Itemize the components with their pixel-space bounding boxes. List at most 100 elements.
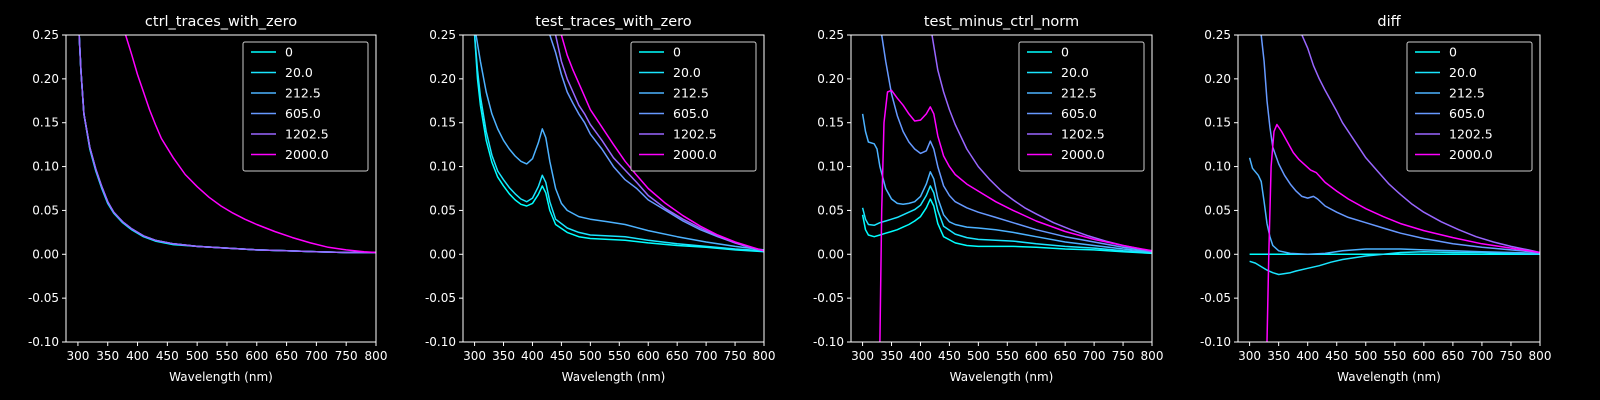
x-tick-label: 750 bbox=[1112, 349, 1135, 363]
panel-3: 300 350 400 450 500 550 600 650 700 750 800 -0.10 -0… bbox=[813, 14, 1164, 384]
y-tick-label: 0.25 bbox=[817, 28, 844, 42]
legend-box bbox=[630, 41, 757, 172]
legend-label: 20.0 bbox=[1449, 65, 1477, 80]
y-tick-label: 0.20 bbox=[429, 72, 456, 86]
x-tick-label: 400 bbox=[909, 349, 932, 363]
x-tick-label: 300 bbox=[66, 349, 89, 363]
x-tick-label: 350 bbox=[880, 349, 903, 363]
y-tick-label: -0.10 bbox=[1200, 335, 1231, 349]
y-tick-label: 0.25 bbox=[32, 28, 59, 42]
y-tick-label: 0.15 bbox=[817, 116, 844, 130]
panel-title: test_traces_with_zero bbox=[535, 14, 692, 30]
legend-label: 212.5 bbox=[1061, 86, 1097, 101]
legend-label: 1202.5 bbox=[673, 127, 717, 142]
series-line-0 bbox=[473, 35, 764, 253]
y-tick-label: 0.10 bbox=[817, 160, 844, 174]
y-tick-label: 0.00 bbox=[817, 247, 844, 261]
x-tick-label: 550 bbox=[216, 349, 239, 363]
x-tick-label: 400 bbox=[1296, 349, 1319, 363]
x-tick-label: 800 bbox=[365, 349, 388, 363]
legend-box bbox=[242, 41, 369, 172]
series-line-2000.0 bbox=[879, 89, 1152, 342]
x-tick-label: 800 bbox=[1141, 349, 1164, 363]
x-tick-label: 350 bbox=[96, 349, 119, 363]
series-line-1202.5 bbox=[1301, 35, 1540, 254]
legend: 0 20.0 212.5 605.0 1202.5 2000.0 bbox=[1406, 41, 1533, 172]
legend-label: 212.5 bbox=[1449, 86, 1485, 101]
legend-label: 2000.0 bbox=[1449, 147, 1493, 162]
x-axis-label: Wavelength (nm) bbox=[950, 370, 1054, 384]
y-tick-label: 0.05 bbox=[32, 203, 59, 217]
x-tick-label: 400 bbox=[521, 349, 544, 363]
series-line-20.0 bbox=[1249, 250, 1540, 276]
x-tick-label: 700 bbox=[695, 349, 718, 363]
x-tick-label: 700 bbox=[1470, 349, 1493, 363]
y-tick-label: 0.20 bbox=[32, 72, 59, 86]
x-tick-label: 500 bbox=[967, 349, 990, 363]
series-line-1202.5 bbox=[554, 35, 764, 252]
x-tick-label: 650 bbox=[666, 349, 689, 363]
series-line-212.5 bbox=[475, 35, 764, 251]
series-line-20.0 bbox=[473, 35, 764, 252]
y-tick-label: -0.05 bbox=[1200, 291, 1231, 305]
series-group bbox=[1248, 35, 1540, 342]
legend-box bbox=[1018, 41, 1145, 172]
y-tick-label: 0.15 bbox=[429, 116, 456, 130]
x-tick-label: 600 bbox=[637, 349, 660, 363]
y-tick-label: -0.10 bbox=[425, 335, 456, 349]
y-tick-label: 0.20 bbox=[817, 72, 844, 86]
x-tick-label: 750 bbox=[724, 349, 747, 363]
y-tick-label: -0.10 bbox=[28, 335, 59, 349]
y-tick-label: 0.25 bbox=[1204, 28, 1231, 42]
panel-2: 300 350 400 450 500 550 600 650 700 750 800 -0.10 -0… bbox=[425, 14, 776, 384]
legend-label: 0 bbox=[285, 45, 293, 60]
legend-box bbox=[1406, 41, 1533, 172]
x-tick-label: 650 bbox=[1054, 349, 1077, 363]
x-tick-label: 450 bbox=[938, 349, 961, 363]
legend-label: 20.0 bbox=[673, 65, 701, 80]
x-tick-label: 350 bbox=[1267, 349, 1290, 363]
x-tick-label: 750 bbox=[335, 349, 358, 363]
x-axis-label: Wavelength (nm) bbox=[562, 370, 666, 384]
y-tick-label: 0.20 bbox=[1204, 72, 1231, 86]
x-tick-label: 700 bbox=[305, 349, 328, 363]
y-tick-label: 0.10 bbox=[429, 160, 456, 174]
legend-label: 2000.0 bbox=[285, 147, 329, 162]
y-tick-label: 0.15 bbox=[32, 116, 59, 130]
x-tick-label: 500 bbox=[579, 349, 602, 363]
legend-label: 605.0 bbox=[1449, 106, 1485, 121]
y-tick-label: 0.05 bbox=[1204, 203, 1231, 217]
y-tick-label: 0.05 bbox=[429, 203, 456, 217]
legend-label: 2000.0 bbox=[1061, 147, 1105, 162]
series-line-2000.0 bbox=[124, 35, 376, 254]
series-line-605.0 bbox=[549, 35, 764, 252]
plot-frame bbox=[1237, 34, 1541, 343]
legend-label: 605.0 bbox=[285, 106, 321, 121]
legend-label: 605.0 bbox=[1061, 106, 1097, 121]
x-axis-label: Wavelength (nm) bbox=[169, 370, 273, 384]
y-tick-label: -0.05 bbox=[813, 291, 844, 305]
x-tick-label: 600 bbox=[245, 349, 268, 363]
series-line-1202.5 bbox=[78, 35, 376, 254]
y-tick-label: 0.05 bbox=[817, 203, 844, 217]
x-tick-label: 650 bbox=[275, 349, 298, 363]
y-tick-label: 0.00 bbox=[1204, 247, 1231, 261]
x-tick-label: 800 bbox=[753, 349, 776, 363]
x-tick-label: 550 bbox=[1383, 349, 1406, 363]
plot-frame bbox=[462, 34, 765, 343]
x-tick-label: 300 bbox=[1238, 349, 1261, 363]
plot-frame bbox=[65, 34, 377, 343]
x-tick-label: 650 bbox=[1441, 349, 1464, 363]
plot-frame bbox=[850, 34, 1153, 343]
y-tick-label: 0.10 bbox=[1204, 160, 1231, 174]
legend-label: 212.5 bbox=[285, 86, 321, 101]
y-tick-label: 0.10 bbox=[32, 160, 59, 174]
x-tick-label: 300 bbox=[851, 349, 874, 363]
legend-label: 2000.0 bbox=[673, 147, 717, 162]
legend-label: 0 bbox=[1449, 45, 1457, 60]
x-tick-label: 600 bbox=[1412, 349, 1435, 363]
series-line-212.5 bbox=[1248, 157, 1540, 256]
x-tick-label: 700 bbox=[1083, 349, 1106, 363]
y-tick-label: 0.00 bbox=[429, 247, 456, 261]
x-tick-label: 450 bbox=[550, 349, 573, 363]
